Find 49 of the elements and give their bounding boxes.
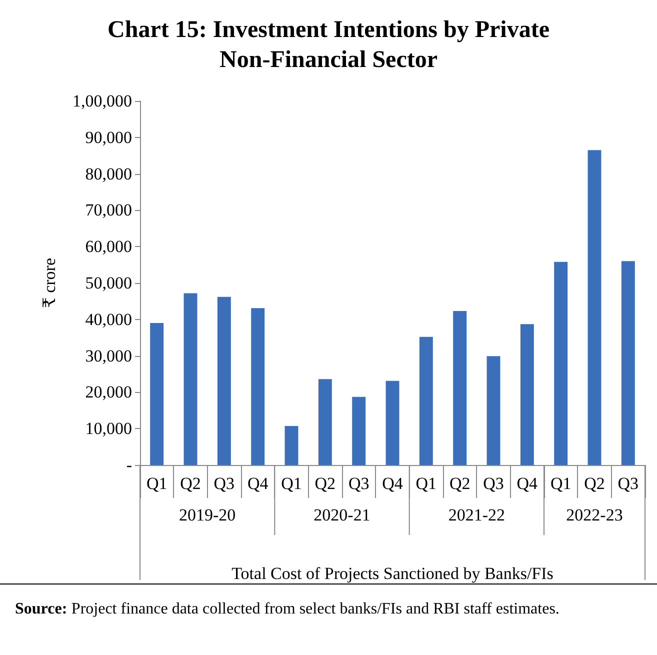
y-tick-label: 40,000 bbox=[85, 310, 132, 329]
text: 2020-21 bbox=[314, 506, 370, 524]
y-tick-label: 50,000 bbox=[85, 274, 132, 292]
x-tick-label: Q2 bbox=[449, 474, 470, 493]
source-note: Source: Project finance data collected from select banks/FIs and RBI staff estimates. bbox=[15, 600, 560, 618]
x-tick-label: Q4 bbox=[382, 474, 404, 493]
x-tick-label: Q1 bbox=[550, 474, 572, 493]
y-axis-title: ₹ crore bbox=[40, 258, 59, 308]
bar bbox=[520, 324, 534, 465]
y-tick-label: 70,000 bbox=[85, 200, 132, 220]
x-tick-label: Q2 bbox=[314, 474, 336, 493]
bar bbox=[621, 261, 635, 465]
y-tick-label: 80,000 bbox=[85, 164, 132, 184]
x-tick-label: Q1 bbox=[146, 474, 168, 493]
y-tick-label: 90,000 bbox=[85, 128, 132, 147]
x-tick-label: Q4 bbox=[516, 474, 538, 493]
bar bbox=[150, 323, 164, 465]
bar bbox=[184, 293, 198, 465]
bar bbox=[284, 426, 298, 465]
x-tick-label: Q2 bbox=[180, 474, 201, 493]
x-tick-label: Q1 bbox=[281, 474, 302, 493]
text: 2019-20 bbox=[178, 506, 236, 524]
chart-title: Chart 15: Investment Intentions by Private Non-Financial Sector bbox=[108, 17, 550, 73]
text: 2021-22 bbox=[448, 506, 506, 524]
bar bbox=[318, 379, 332, 465]
x-tick-label: Q3 bbox=[483, 474, 504, 493]
bar bbox=[453, 311, 467, 465]
x-axis-title: Total Cost of Projects Sanctioned by Banks/FIs bbox=[232, 564, 554, 583]
x-tick-label: Q4 bbox=[247, 474, 269, 493]
x-tick-label: Q3 bbox=[348, 474, 370, 493]
y-tick-label: 20,000 bbox=[85, 382, 132, 402]
y-tick-label: 1,00,000 bbox=[72, 92, 132, 110]
y-tick-label: 10,000 bbox=[85, 419, 132, 438]
bar bbox=[251, 308, 265, 465]
y-tick-label: 30,000 bbox=[85, 346, 132, 366]
x-tick-label: Q3 bbox=[214, 474, 235, 493]
bar bbox=[419, 336, 433, 465]
y-tick-label: 60,000 bbox=[85, 237, 132, 256]
x-tick-label: Q2 bbox=[584, 474, 605, 493]
bar bbox=[386, 380, 400, 465]
bar bbox=[217, 296, 231, 465]
bar bbox=[554, 262, 568, 465]
bar bbox=[588, 150, 602, 465]
bar bbox=[486, 356, 500, 465]
x-tick-label: Q1 bbox=[416, 474, 437, 493]
text: 2022-23 bbox=[566, 506, 623, 524]
bar bbox=[352, 396, 366, 465]
y-tick-label: - bbox=[126, 456, 132, 474]
x-tick-label: Q3 bbox=[618, 474, 639, 493]
